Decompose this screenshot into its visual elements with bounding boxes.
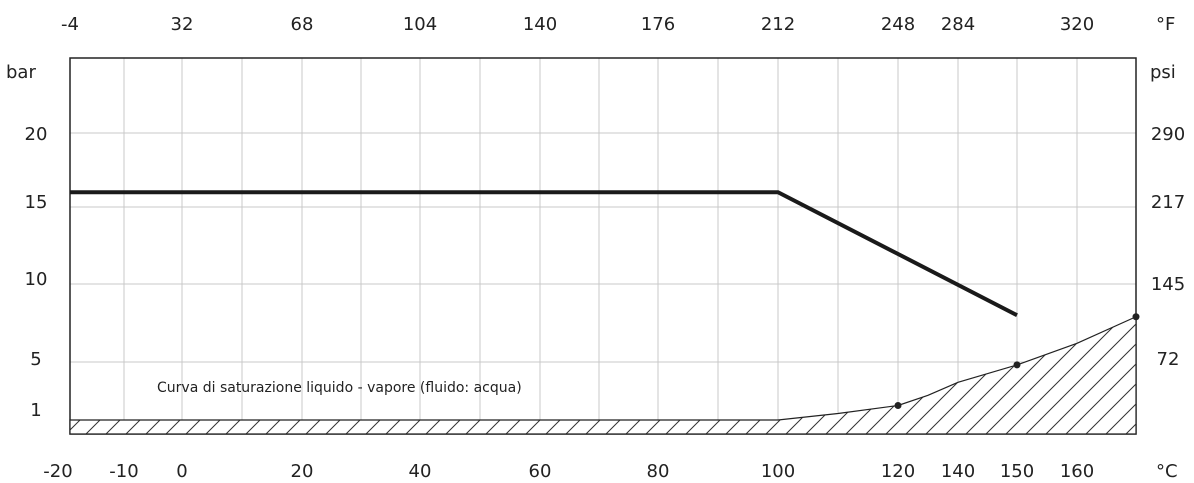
x-tick-celsius: 100 <box>761 461 795 482</box>
x-tick-fahrenheit: 68 <box>291 14 314 35</box>
x-tick-fahrenheit: 140 <box>523 14 557 35</box>
x-tick-celsius: 140 <box>941 461 975 482</box>
x-tick-fahrenheit: 176 <box>641 14 675 35</box>
y-tick-bar: 10 <box>25 269 48 290</box>
y-tick-bar: 20 <box>25 124 48 145</box>
y-tick-psi: 72 <box>1157 349 1180 370</box>
x-tick-celsius: 60 <box>529 461 552 482</box>
pressure-rating-line <box>70 190 1018 317</box>
x-tick-fahrenheit: 248 <box>881 14 915 35</box>
x-tick-fahrenheit: 32 <box>171 14 194 35</box>
saturation-point <box>1013 361 1021 369</box>
x-tick-celsius: 80 <box>647 461 670 482</box>
top-unit-label: °F <box>1156 14 1175 35</box>
saturation-point <box>1132 313 1140 321</box>
x-tick-celsius: 160 <box>1060 461 1094 482</box>
y-tick-bar: 5 <box>30 349 41 370</box>
right-unit-label: psi <box>1150 62 1176 83</box>
saturation-curve <box>69 315 1137 435</box>
saturation-points <box>894 313 1140 409</box>
x-tick-fahrenheit: 320 <box>1060 14 1094 35</box>
saturation-curve-label: Curva di saturazione liquido - vapore (f… <box>157 380 522 396</box>
tick-labels: -20 -10 0 20 40 60 80 100 120 140 150 160-4 32 68 104 1… <box>25 14 1186 482</box>
x-tick-celsius: -10 <box>109 461 138 482</box>
x-tick-celsius: 120 <box>881 461 915 482</box>
y-tick-psi: 290 <box>1151 124 1185 145</box>
y-tick-psi: 145 <box>1151 274 1185 295</box>
bottom-unit-label: °C <box>1156 461 1178 482</box>
x-tick-celsius: -20 <box>43 461 72 482</box>
y-tick-bar: 1 <box>30 400 41 421</box>
x-tick-celsius: 40 <box>409 461 432 482</box>
x-tick-fahrenheit: 212 <box>761 14 795 35</box>
x-tick-celsius: 20 <box>291 461 314 482</box>
y-tick-bar: 15 <box>25 192 48 213</box>
x-tick-fahrenheit: 104 <box>403 14 437 35</box>
grid <box>70 58 1136 434</box>
x-tick-celsius: 0 <box>176 461 187 482</box>
x-tick-fahrenheit: -4 <box>61 14 79 35</box>
saturation-point <box>894 402 902 409</box>
x-tick-celsius: 150 <box>1000 461 1034 482</box>
y-tick-psi: 217 <box>1151 192 1185 213</box>
left-unit-label: bar <box>6 62 36 83</box>
x-tick-fahrenheit: 284 <box>941 14 975 35</box>
